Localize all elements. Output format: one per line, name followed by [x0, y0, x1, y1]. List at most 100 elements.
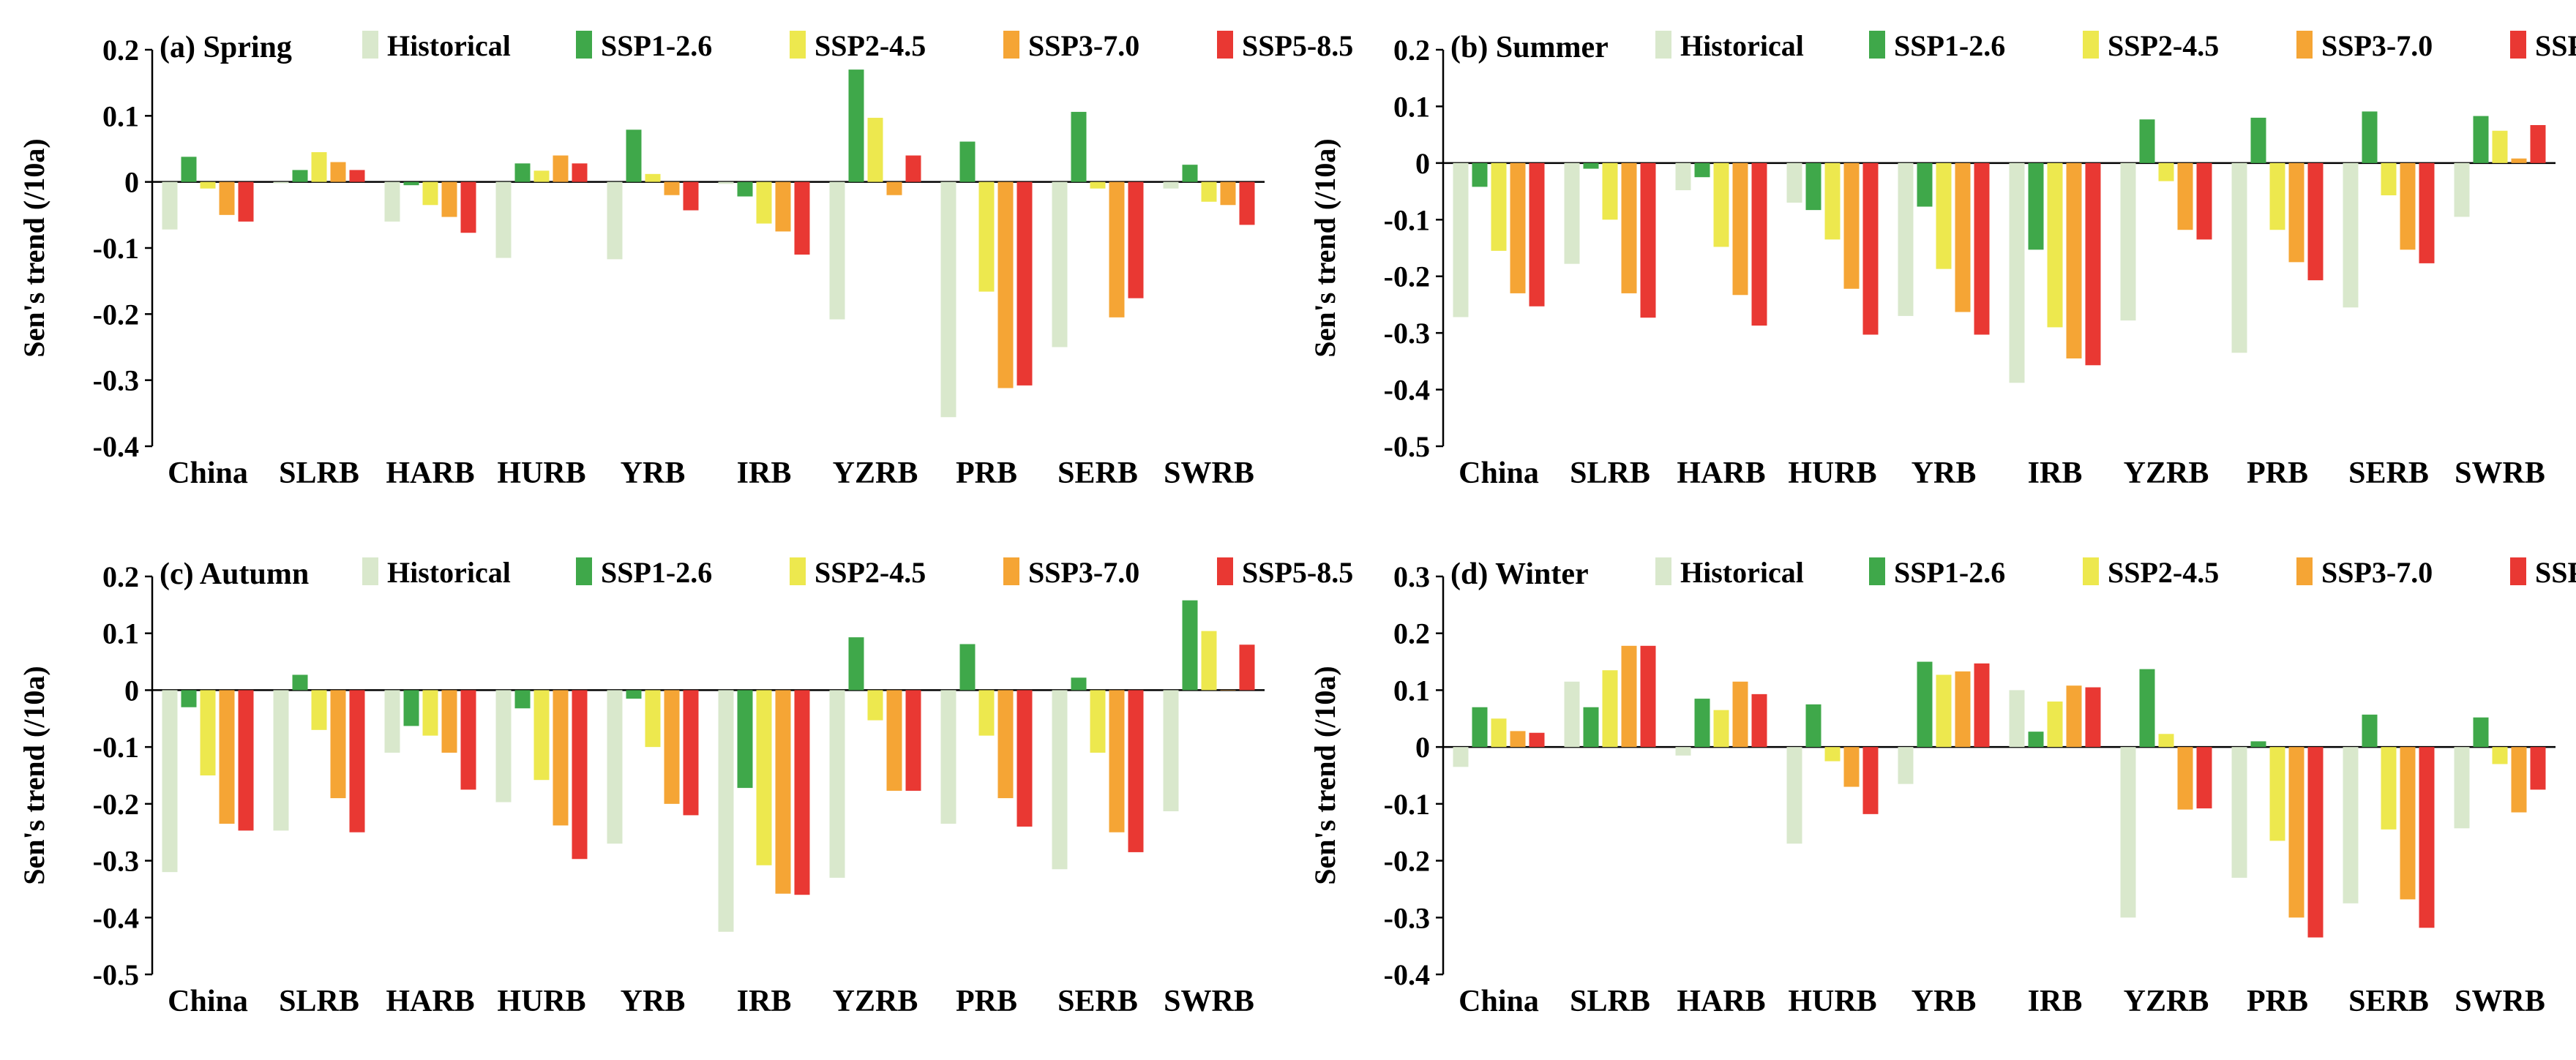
bar-historical-hurb [495, 690, 512, 802]
bar-ssp3-7-0-prb [997, 690, 1014, 799]
legend: Historical SSP1-2.6 SSP2-4.5 SSP3-7.0 SSP5-8… [1655, 29, 2576, 62]
bar-ssp3-7-0-slrb [1621, 162, 1637, 293]
bar-historical-china [162, 690, 178, 873]
y-tick-label: -0.5 [1384, 430, 1430, 463]
legend-swatch [1217, 31, 1233, 59]
y-axis-title: Sen's trend (/10a) [18, 138, 50, 357]
bar-ssp1-2-6-serb [2362, 714, 2378, 748]
bar-ssp5-8-5-harb [460, 690, 476, 790]
y-tick-label: -0.4 [93, 430, 139, 463]
bar-ssp2-4-5-prb [2269, 162, 2285, 230]
bar-ssp2-4-5-irb [2047, 701, 2063, 748]
bar-ssp2-4-5-serb [2381, 162, 2397, 195]
bar-ssp5-8-5-prb [2307, 162, 2324, 281]
bar-historical-hurb [495, 181, 512, 258]
bar-historical-serb [1052, 181, 1068, 347]
y-tick-label: -0.1 [1384, 788, 1430, 821]
bar-historical-china [162, 181, 178, 230]
bar-ssp1-2-6-china [181, 690, 197, 707]
x-category-label: China [1459, 985, 1539, 1018]
panel-2: -0.5 -0.4 -0.3 -0.2 -0.1 0 0.1 0.2 Sen's trend (… [1308, 29, 2576, 490]
legend-swatch [2510, 557, 2526, 585]
x-category-label: China [168, 456, 248, 490]
bar-ssp2-4-5-hurb [533, 690, 550, 781]
bar-ssp3-7-0-yrb [664, 690, 680, 804]
bar-ssp3-7-0-irb [2066, 162, 2082, 358]
bar-ssp2-4-5-harb [1713, 162, 1729, 247]
bar-ssp5-8-5-swrb [2530, 124, 2546, 163]
x-category-label: IRB [2028, 985, 2083, 1018]
bar-ssp5-8-5-china [1529, 162, 1545, 307]
x-category-label: SLRB [279, 456, 359, 490]
bar-ssp3-7-0-harb [441, 181, 457, 217]
bar-ssp5-8-5-prb [1016, 181, 1033, 386]
bar-ssp1-2-6-irb [2028, 732, 2044, 748]
legend-label: SSP2-4.5 [815, 556, 926, 589]
y-tick-label: 0.1 [1393, 90, 1430, 123]
x-category-label: YRB [621, 985, 686, 1018]
bar-ssp3-7-0-swrb [2511, 158, 2527, 163]
legend-label: SSP2-4.5 [2108, 29, 2219, 62]
y-tick-label: -0.2 [1384, 260, 1430, 293]
bar-ssp5-8-5-swrb [1239, 644, 1255, 691]
bar-historical-hurb [1786, 747, 1802, 844]
x-category-label: SLRB [1570, 456, 1650, 490]
bar-ssp1-2-6-harb [403, 181, 419, 186]
bar-ssp1-2-6-swrb [2473, 717, 2489, 748]
bar-historical-slrb [273, 181, 289, 184]
bar-historical-yrb [607, 690, 623, 844]
y-tick-label: -0.1 [93, 232, 139, 265]
panel-4: -0.4 -0.3 -0.2 -0.1 0 0.1 0.2 0.3 Sen's trend (/… [1308, 556, 2576, 1018]
bar-ssp2-4-5-harb [422, 690, 438, 736]
legend: Historical SSP1-2.6 SSP2-4.5 SSP3-7.0 SSP5-8… [362, 556, 1353, 589]
bar-ssp3-7-0-yzrb [886, 181, 902, 195]
bar-ssp1-2-6-hurb [1805, 704, 1821, 748]
bar-historical-swrb [1163, 181, 1179, 189]
bar-ssp3-7-0-yzrb [886, 690, 902, 791]
bar-ssp5-8-5-harb [1751, 162, 1767, 326]
legend-swatch [2296, 557, 2313, 585]
bar-historical-yrb [1898, 747, 1914, 784]
bar-historical-swrb [2454, 747, 2470, 829]
legend-label: SSP1-2.6 [601, 29, 712, 62]
legend-label: Historical [387, 556, 511, 589]
bar-ssp5-8-5-china [238, 690, 254, 831]
x-category-label: PRB [2247, 456, 2308, 490]
bar-historical-irb [2009, 162, 2025, 383]
bar-historical-harb [1675, 162, 1691, 191]
y-tick-label: 0.1 [1393, 674, 1430, 707]
x-category-label: PRB [956, 985, 1017, 1018]
bar-historical-prb [2231, 162, 2247, 353]
legend-label: Historical [1680, 556, 1804, 589]
bar-ssp3-7-0-yrb [664, 181, 680, 195]
bar-ssp2-4-5-yzrb [2158, 162, 2174, 181]
x-category-label: PRB [956, 456, 1017, 490]
bar-ssp2-4-5-serb [2381, 747, 2397, 830]
x-category-label: YZRB [2124, 456, 2209, 490]
y-axis-title: Sen's trend (/10a) [1308, 666, 1341, 884]
bar-ssp2-4-5-yrb [645, 173, 661, 182]
bar-ssp1-2-6-irb [2028, 162, 2044, 250]
bar-ssp3-7-0-harb [1732, 162, 1748, 296]
bar-ssp2-4-5-swrb [1201, 631, 1217, 691]
y-tick-label: -0.1 [93, 731, 139, 764]
bar-ssp5-8-5-serb [2419, 162, 2435, 263]
bar-ssp1-2-6-yrb [1917, 162, 1933, 207]
bar-ssp1-2-6-swrb [1182, 165, 1198, 182]
x-category-label: SERB [1057, 456, 1138, 490]
bar-ssp1-2-6-yzrb [2139, 119, 2155, 163]
bar-historical-swrb [2454, 162, 2470, 217]
bar-ssp3-7-0-hurb [1843, 162, 1860, 289]
x-category-label: YRB [621, 456, 686, 490]
panel-title: (a) Spring [160, 31, 292, 64]
bar-ssp5-8-5-irb [794, 181, 810, 255]
bar-historical-prb [2231, 747, 2247, 878]
legend-swatch [790, 31, 806, 59]
legend-swatch [1869, 557, 1885, 585]
x-category-label: China [1459, 456, 1539, 490]
panel-title: (c) Autumn [160, 557, 309, 591]
legend-label: SSP3-7.0 [1028, 556, 1139, 589]
bar-ssp2-4-5-yzrb [867, 118, 883, 182]
x-category-label: PRB [2247, 985, 2308, 1018]
bar-historical-irb [2009, 690, 2025, 748]
